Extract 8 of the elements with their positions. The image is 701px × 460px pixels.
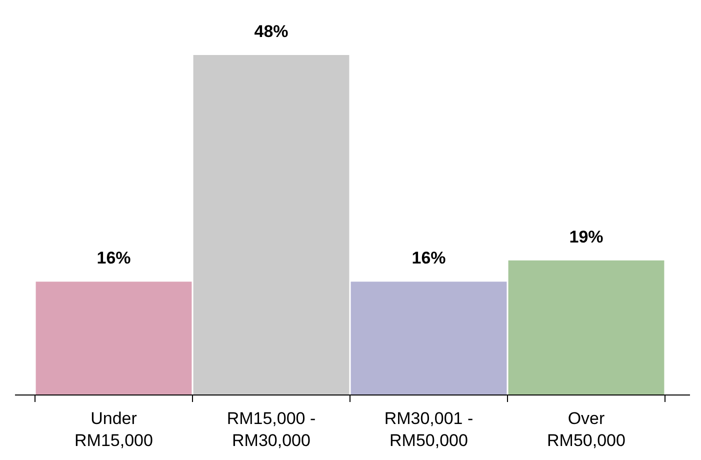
x-tick-label: RM30,001 - RM50,000: [384, 409, 474, 450]
x-tick-label: RM15,000 - RM30,000: [226, 409, 316, 450]
data-label: 48%: [254, 22, 288, 41]
x-tick-label: Under RM15,000: [74, 409, 153, 450]
data-label: 19%: [569, 227, 604, 246]
x-tick-label: Over RM50,000: [547, 409, 626, 450]
data-label: 16%: [412, 248, 446, 268]
data-label: 16%: [96, 248, 131, 268]
